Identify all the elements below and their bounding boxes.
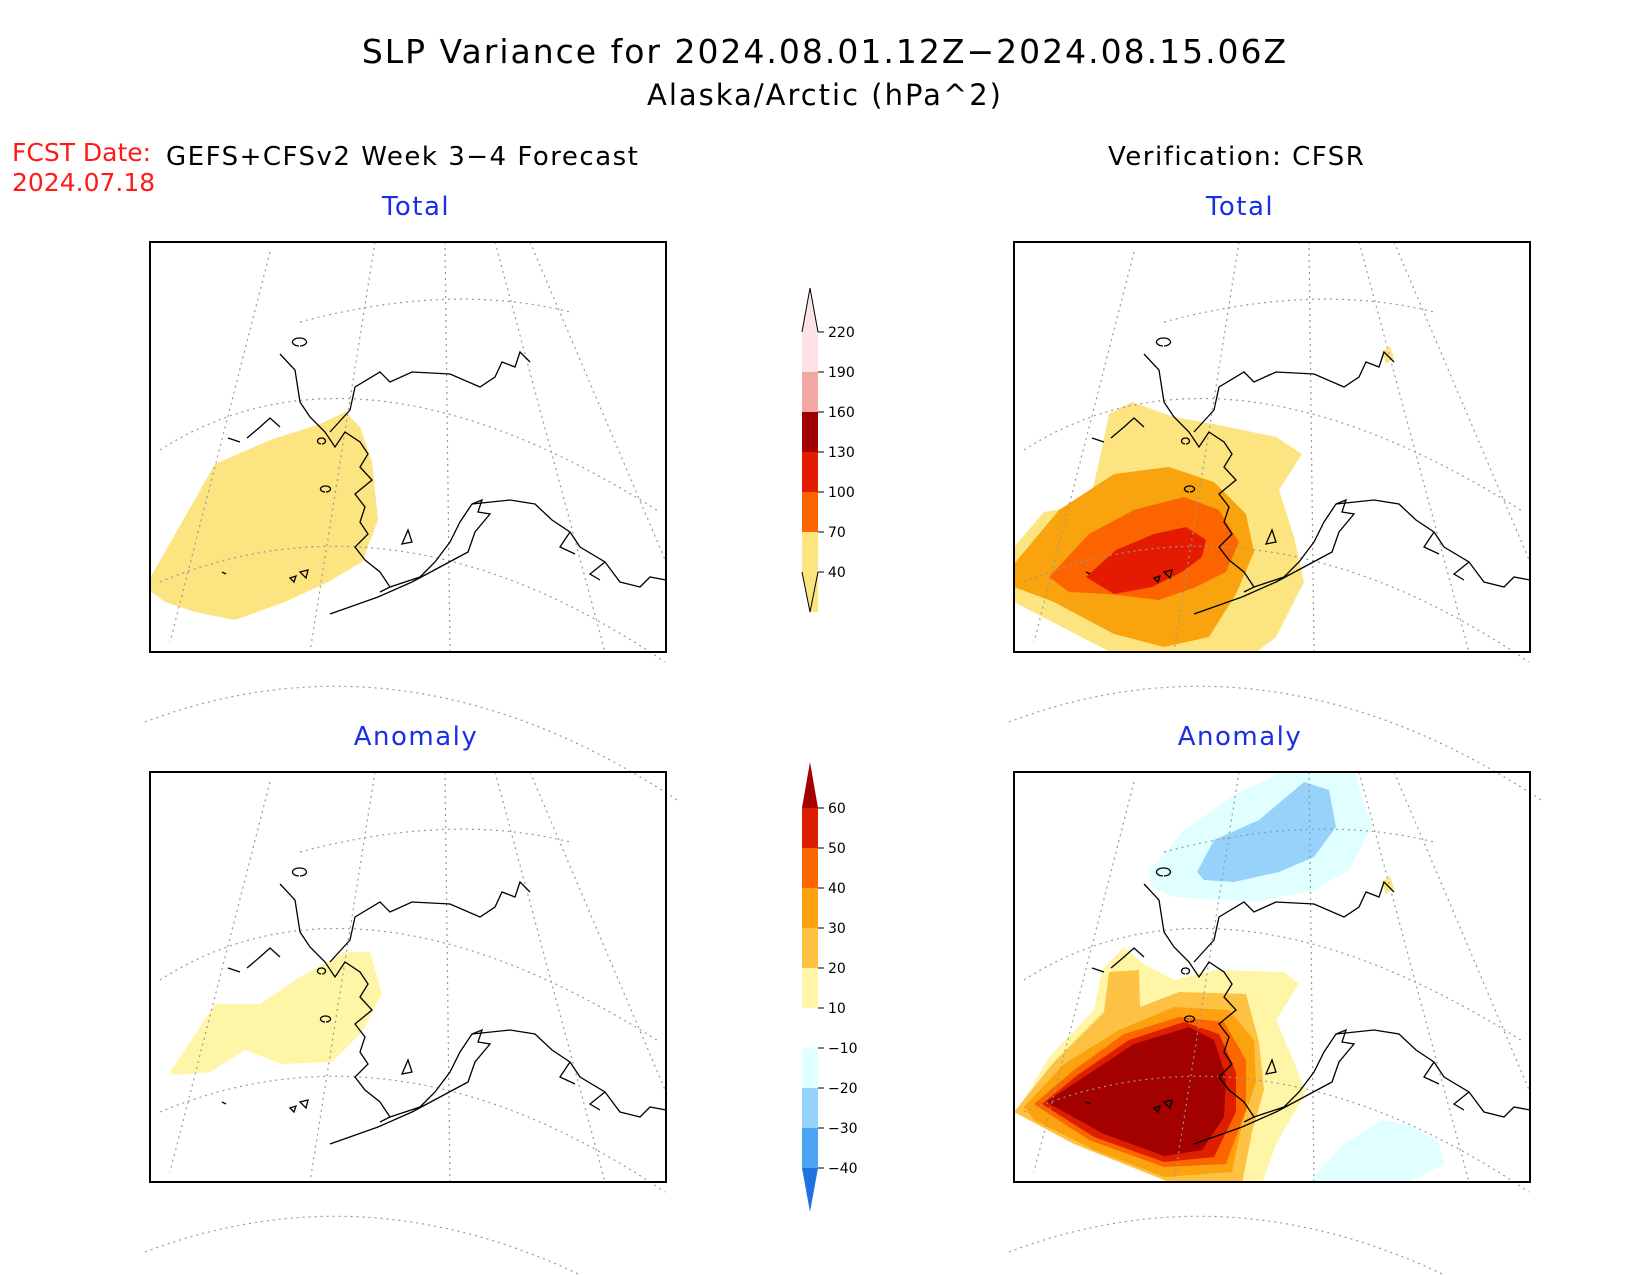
colorbar-total-band xyxy=(802,452,818,492)
colorbar-total-label: 130 xyxy=(828,445,855,461)
verification-anomaly-field xyxy=(1014,772,1444,1182)
colorbar-anomaly-band xyxy=(802,808,818,848)
panel-verification-anomaly xyxy=(1008,771,1545,1275)
colorbar-total-label: 220 xyxy=(828,325,855,341)
colorbar-anomaly-label: 60 xyxy=(828,801,846,817)
panel-frame xyxy=(1013,771,1531,1183)
colorbar-total-band xyxy=(802,332,818,372)
colorbar-total-band xyxy=(802,492,818,532)
colorbar-anomaly-label: 40 xyxy=(828,881,846,897)
colorbar-anomaly-band xyxy=(802,888,818,928)
fcst-date-label: FCST Date: xyxy=(12,138,152,167)
colorbar-anomaly-band xyxy=(802,1048,818,1088)
colorbar-anomaly-band xyxy=(802,1088,818,1128)
colorbar-total-label: 40 xyxy=(828,565,846,581)
panel-title-forecast-total: Total xyxy=(381,192,451,222)
colorbar-total-label: 160 xyxy=(828,405,855,421)
colorbar-anomaly-band-tail-high xyxy=(802,762,818,808)
colorbar-anomaly-label: 10 xyxy=(828,1001,846,1017)
colorbar-anomaly-label: −20 xyxy=(828,1081,858,1097)
colorbar-total-label: 100 xyxy=(828,485,855,501)
panel-verification-total xyxy=(1008,241,1545,803)
forecast-total-field xyxy=(150,412,378,620)
colorbar-total-band xyxy=(802,412,818,452)
colorbar-anomaly-label: −30 xyxy=(828,1121,858,1137)
panel-title-verification-total: Total xyxy=(1205,192,1275,222)
panel-frame xyxy=(149,771,667,1183)
colorbar-anomaly-label: −40 xyxy=(828,1161,858,1177)
panel-forecast-anomaly xyxy=(144,771,681,1275)
colorbar-total-outline xyxy=(801,287,819,613)
colorbar-total: 40 70 100 130 160 190 220 xyxy=(801,287,855,613)
colorbar-total-band xyxy=(802,532,818,572)
forecast-anomaly-field xyxy=(170,952,382,1075)
verification-total-field xyxy=(1014,346,1394,652)
figure-title: SLP Variance for 2024.08.01.12Z−2024.08.… xyxy=(361,32,1289,71)
colorbar-total-band-tail-low xyxy=(802,572,818,612)
colorbar-anomaly-band xyxy=(802,848,818,888)
colorbar-anomaly-label: 30 xyxy=(828,921,846,937)
panel-frame xyxy=(149,241,667,653)
colorbar-anomaly: 60 50 40 30 20 10 −10 −20 −30 −40 xyxy=(802,762,858,1212)
colorbar-anomaly-label: 50 xyxy=(828,841,846,857)
colorbar-anomaly-label: 20 xyxy=(828,961,846,977)
colorbar-total-band-tail-high xyxy=(802,288,818,332)
colorbar-anomaly-band xyxy=(802,1008,818,1048)
colorbar-anomaly-label: −10 xyxy=(828,1041,858,1057)
fcst-date: FCST Date: 2024.07.18 xyxy=(12,138,155,198)
forecast-header: GEFS+CFSv2 Week 3−4 Forecast xyxy=(166,142,640,172)
panel-frame xyxy=(1013,241,1531,653)
panel-title-verification-anomaly: Anomaly xyxy=(1177,722,1303,752)
fcst-date-value: 2024.07.18 xyxy=(12,168,156,197)
panel-title-forecast-anomaly: Anomaly xyxy=(353,722,479,752)
colorbar-total-label: 70 xyxy=(828,525,846,541)
colorbar-anomaly-band xyxy=(802,1128,818,1168)
figure-subtitle: Alaska/Arctic (hPa^2) xyxy=(647,78,1003,112)
verification-header: Verification: CFSR xyxy=(1108,142,1366,172)
colorbar-anomaly-band-tail-low xyxy=(802,1168,818,1212)
panel-forecast-total xyxy=(144,241,681,803)
colorbar-anomaly-band xyxy=(802,968,818,1008)
colorbar-total-label: 190 xyxy=(828,365,855,381)
colorbar-total-band xyxy=(802,372,818,412)
colorbar-anomaly-band xyxy=(802,928,818,968)
